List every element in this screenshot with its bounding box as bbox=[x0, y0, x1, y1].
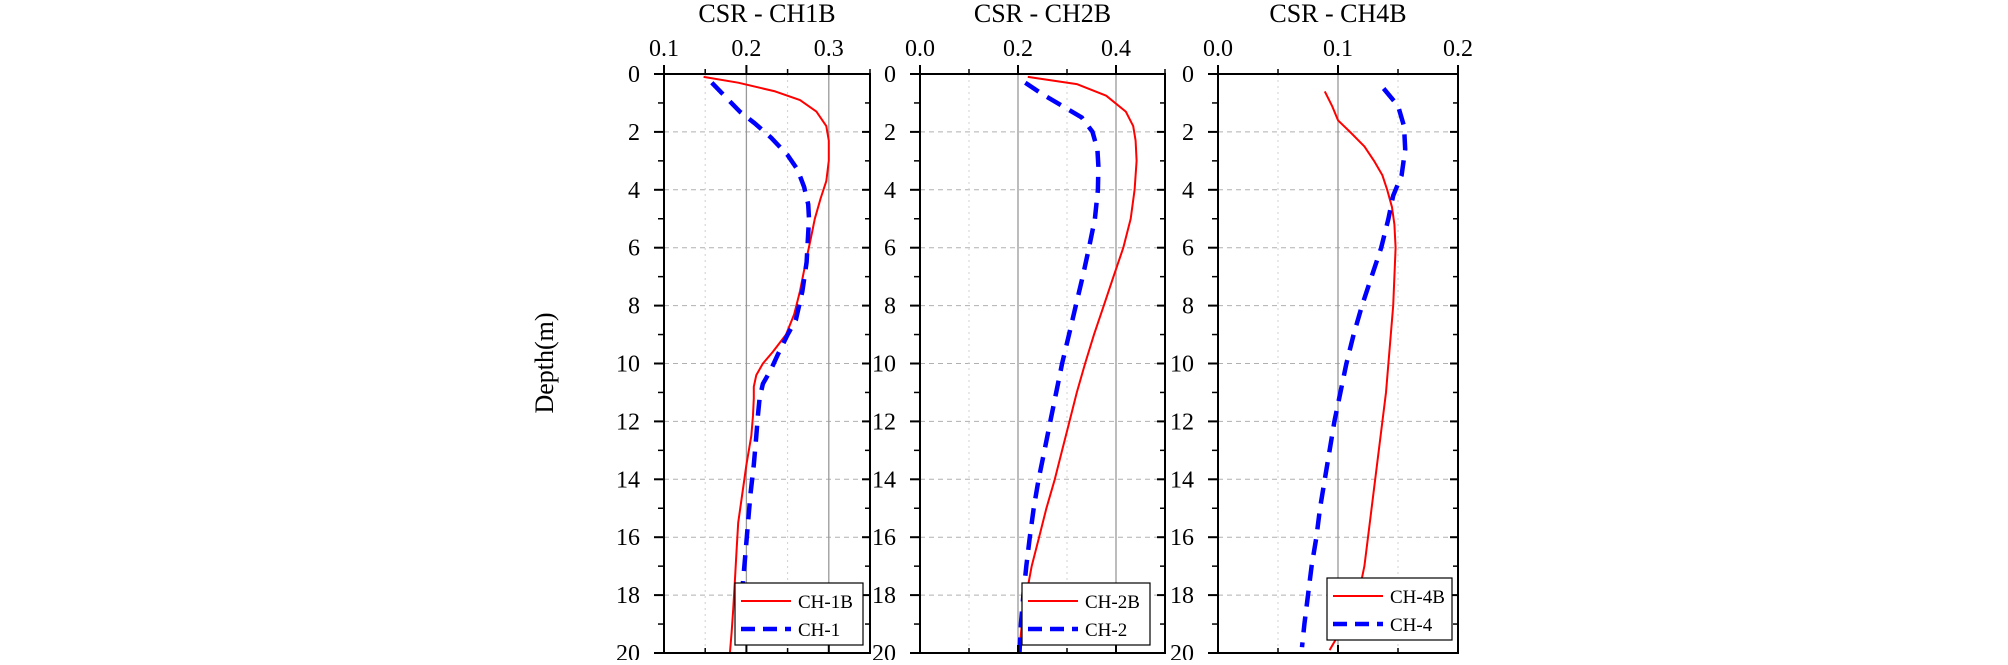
y-tick-label: 10 bbox=[872, 352, 896, 378]
y-tick-label: 6 bbox=[628, 236, 640, 262]
x-tick-label: 0.4 bbox=[1101, 36, 1131, 62]
y-tick-label: 14 bbox=[616, 467, 640, 493]
panel-title: CSR - CH1B bbox=[698, 0, 835, 28]
y-tick-label: 18 bbox=[616, 583, 640, 609]
x-tick-label: 0.2 bbox=[731, 36, 761, 62]
y-tick-label: 2 bbox=[628, 120, 640, 146]
panel-3: 0 2 4 6 8 10 12 14 16 18 20 0.0 0.1 0.2 CSR - CH4B CH-4… bbox=[1170, 0, 1473, 665]
y-tick-label: 4 bbox=[628, 178, 640, 204]
y-tick-label: 12 bbox=[1170, 409, 1194, 435]
y-tick-label: 12 bbox=[872, 409, 896, 435]
y-tick-label: 4 bbox=[884, 178, 896, 204]
legend-box bbox=[1021, 582, 1151, 646]
x-tick-label: 0.0 bbox=[905, 36, 935, 62]
panel-1: 0 2 4 6 8 10 12 14 16 18 20 0.1 0.2 0.3 CSR - CH1B CH-1… bbox=[616, 0, 871, 665]
legend-label: CH-4B bbox=[1390, 587, 1445, 608]
y-tick-label: 14 bbox=[1170, 467, 1194, 493]
legend-label: CH-1 bbox=[798, 620, 840, 641]
series-line-ch-2b bbox=[1018, 75, 1138, 654]
y-axis-title: Depth(m) bbox=[530, 312, 559, 413]
legend-label: CH-2B bbox=[1085, 592, 1140, 613]
y-tick-label: 16 bbox=[1170, 525, 1194, 551]
x-tick-label: 0.1 bbox=[1323, 36, 1353, 62]
y-tick-label: 0 bbox=[1182, 62, 1194, 88]
panel-2: 0 2 4 6 8 10 12 14 16 18 20 0.0 0.2 0.4 CSR - CH2B CH-2… bbox=[872, 0, 1166, 665]
y-tick-label: 2 bbox=[1182, 120, 1194, 146]
y-tick-label: 10 bbox=[616, 352, 640, 378]
y-tick-label: 12 bbox=[616, 409, 640, 435]
y-tick-label: 8 bbox=[884, 294, 896, 320]
y-tick-label: 6 bbox=[884, 236, 896, 262]
series-line-ch-1 bbox=[710, 81, 812, 631]
legend: CH-2B CH-2 bbox=[1021, 582, 1151, 646]
legend-label: CH-2 bbox=[1085, 620, 1127, 641]
x-tick-label: 0.2 bbox=[1443, 36, 1473, 62]
y-tick-label: 4 bbox=[1182, 178, 1194, 204]
y-tick-label: 20 bbox=[1170, 641, 1194, 660]
y-tick-label: 16 bbox=[616, 525, 640, 551]
x-tick-label: 0.2 bbox=[1003, 36, 1033, 62]
panel-title: CSR - CH4B bbox=[1269, 0, 1406, 28]
panel-title: CSR - CH2B bbox=[974, 0, 1111, 28]
y-tick-label: 0 bbox=[884, 62, 896, 88]
y-tick-label: 14 bbox=[872, 467, 896, 493]
legend-label: CH-1B bbox=[798, 592, 853, 613]
y-tick-label: 18 bbox=[1170, 583, 1194, 609]
legend-label: CH-4 bbox=[1390, 615, 1433, 636]
y-tick-label: 20 bbox=[616, 641, 640, 660]
series-line-ch-4 bbox=[1299, 87, 1408, 648]
y-tick-label: 16 bbox=[872, 525, 896, 551]
legend: CH-1B CH-1 bbox=[734, 582, 864, 646]
y-tick-label: 8 bbox=[628, 294, 640, 320]
legend: CH-4B CH-4 bbox=[1326, 577, 1453, 641]
legend-box bbox=[1326, 577, 1453, 641]
y-tick-label: 10 bbox=[1170, 352, 1194, 378]
y-tick-label: 6 bbox=[1182, 236, 1194, 262]
legend-box bbox=[734, 582, 864, 646]
x-tick-label: 0.1 bbox=[649, 36, 679, 62]
x-tick-label: 0.3 bbox=[814, 36, 844, 62]
y-tick-label: 2 bbox=[884, 120, 896, 146]
y-tick-label: 20 bbox=[872, 641, 896, 660]
y-tick-label: 8 bbox=[1182, 294, 1194, 320]
series-line-ch-1b bbox=[703, 75, 830, 654]
series-line-ch-4b bbox=[1323, 90, 1397, 651]
x-tick-label: 0.0 bbox=[1203, 36, 1233, 62]
series-line-ch-2 bbox=[1017, 80, 1101, 654]
y-tick-label: 18 bbox=[872, 583, 896, 609]
y-tick-label: 0 bbox=[628, 62, 640, 88]
